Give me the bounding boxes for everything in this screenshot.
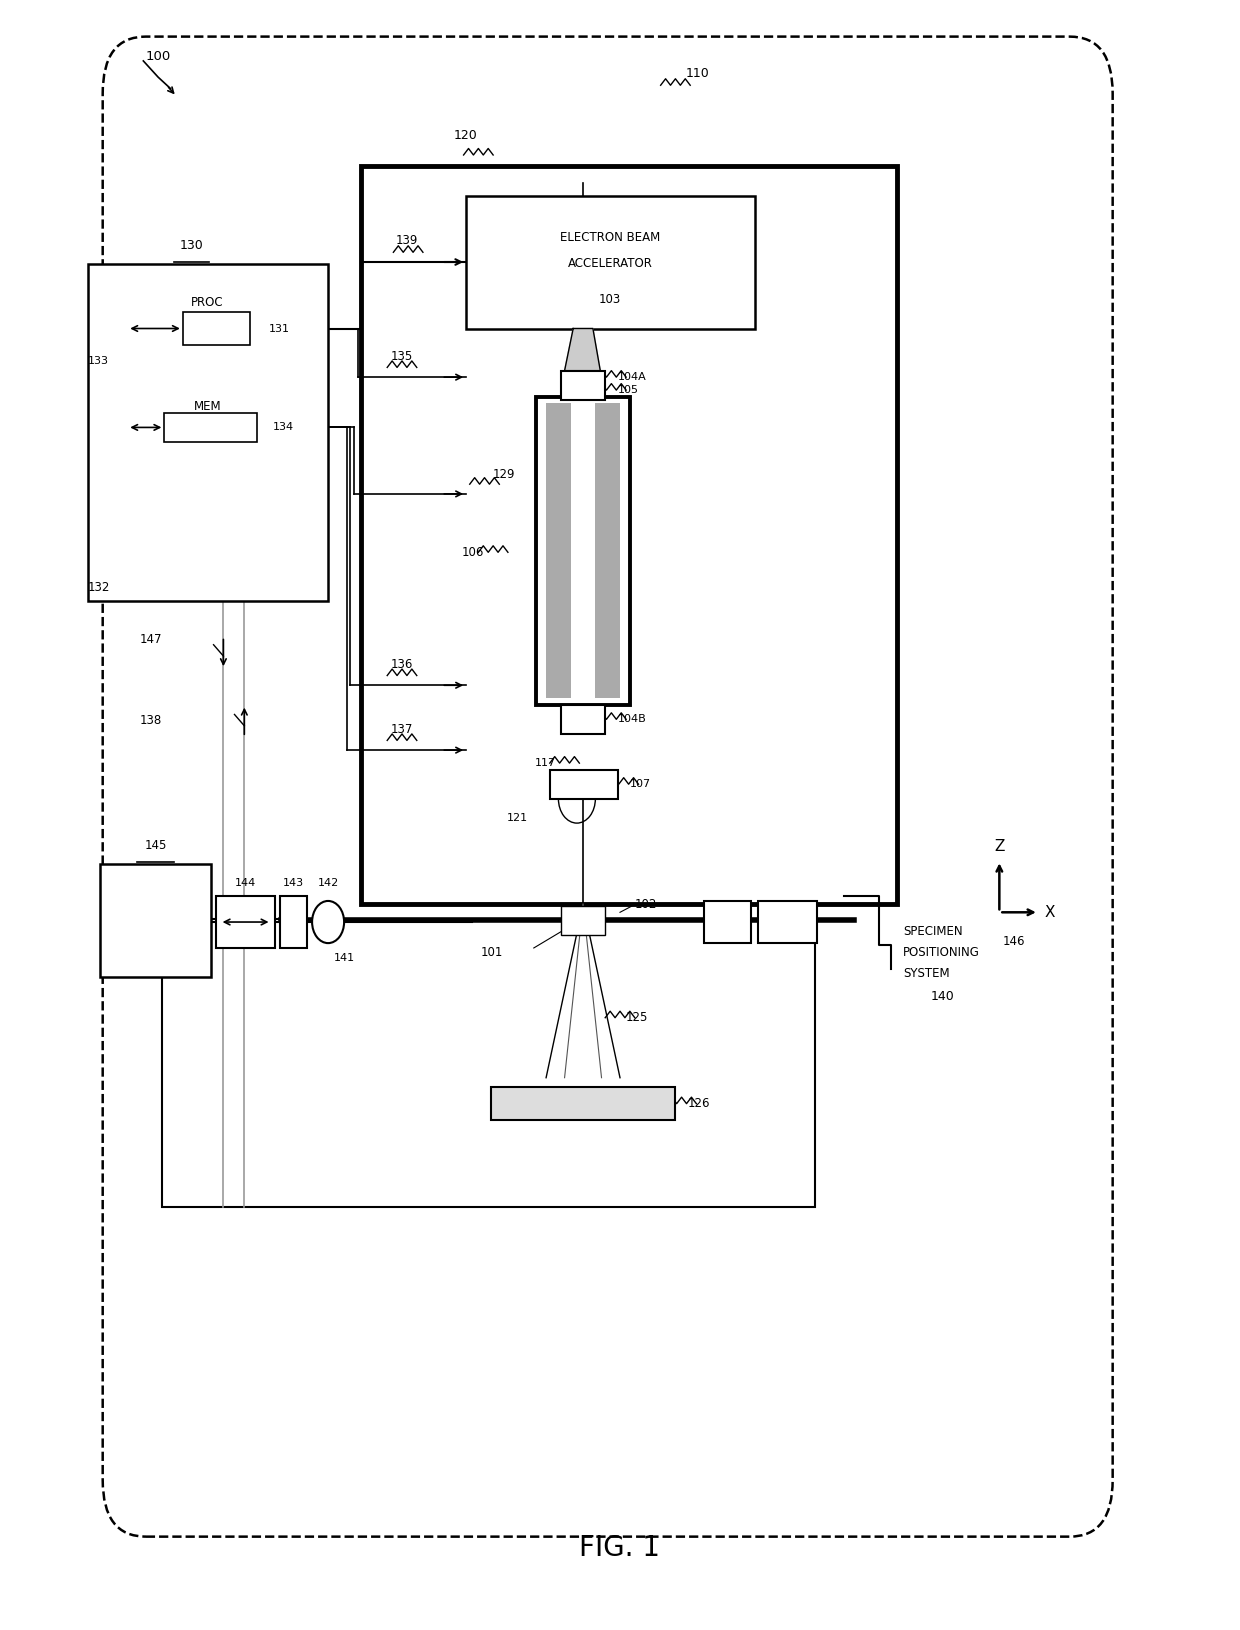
Text: 102: 102 [635, 898, 657, 911]
Text: 136: 136 [391, 657, 413, 670]
Text: 147: 147 [139, 634, 161, 647]
Bar [560, 370, 605, 399]
Text: 100: 100 [146, 49, 171, 62]
Text: 142: 142 [317, 879, 339, 888]
Text: 140: 140 [931, 989, 955, 1002]
Text: 104A: 104A [618, 372, 646, 381]
Text: 117: 117 [534, 758, 556, 768]
Text: 110: 110 [686, 67, 709, 80]
Text: 101: 101 [481, 947, 503, 960]
Bar [560, 704, 605, 734]
Bar [88, 264, 329, 601]
Text: X: X [1045, 905, 1055, 919]
Bar [536, 396, 630, 704]
Bar [704, 901, 750, 944]
Bar [466, 196, 755, 329]
Text: 146: 146 [1003, 936, 1025, 949]
Text: 107: 107 [630, 779, 651, 789]
Text: 121: 121 [507, 813, 528, 823]
Text: PROC: PROC [191, 297, 223, 310]
Text: 135: 135 [391, 349, 413, 362]
Bar [595, 403, 620, 698]
Text: SYSTEM: SYSTEM [903, 968, 950, 980]
Bar [491, 1087, 676, 1120]
Text: 129: 129 [494, 468, 516, 481]
Bar [280, 897, 308, 949]
Text: ACCELERATOR: ACCELERATOR [568, 258, 652, 271]
Text: 144: 144 [234, 879, 257, 888]
Text: ELECTRON BEAM: ELECTRON BEAM [560, 231, 660, 244]
Text: 126: 126 [688, 1097, 711, 1110]
Text: Z: Z [994, 839, 1004, 854]
Bar [560, 906, 605, 936]
Bar [549, 769, 618, 799]
Bar [216, 897, 275, 949]
Bar [161, 919, 815, 1208]
Bar [546, 403, 570, 698]
Text: 125: 125 [626, 1011, 649, 1024]
Text: 106: 106 [463, 546, 485, 559]
Text: 105: 105 [618, 385, 639, 394]
Bar [182, 313, 250, 344]
Text: 131: 131 [269, 323, 290, 334]
Bar [758, 901, 817, 944]
Text: FIG. 1: FIG. 1 [579, 1534, 661, 1562]
Text: 143: 143 [283, 879, 304, 888]
Text: 138: 138 [140, 714, 161, 727]
Text: 133: 133 [88, 355, 109, 365]
Text: SPECIMEN: SPECIMEN [903, 926, 963, 939]
Text: 134: 134 [273, 422, 294, 432]
Text: 132: 132 [88, 582, 110, 595]
Bar [361, 166, 897, 905]
Text: MEM: MEM [193, 399, 221, 412]
Text: POSITIONING: POSITIONING [903, 947, 980, 960]
Bar [570, 403, 595, 698]
Text: 130: 130 [180, 240, 203, 253]
Polygon shape [564, 329, 600, 370]
Text: 104B: 104B [618, 714, 646, 724]
Text: 120: 120 [454, 129, 477, 142]
Text: 137: 137 [391, 722, 413, 735]
Text: 141: 141 [335, 954, 356, 963]
Circle shape [312, 901, 345, 944]
Bar [100, 864, 211, 976]
Text: 103: 103 [599, 293, 621, 306]
Text: 139: 139 [396, 235, 418, 248]
Bar [164, 412, 257, 442]
Text: 145: 145 [145, 839, 167, 852]
